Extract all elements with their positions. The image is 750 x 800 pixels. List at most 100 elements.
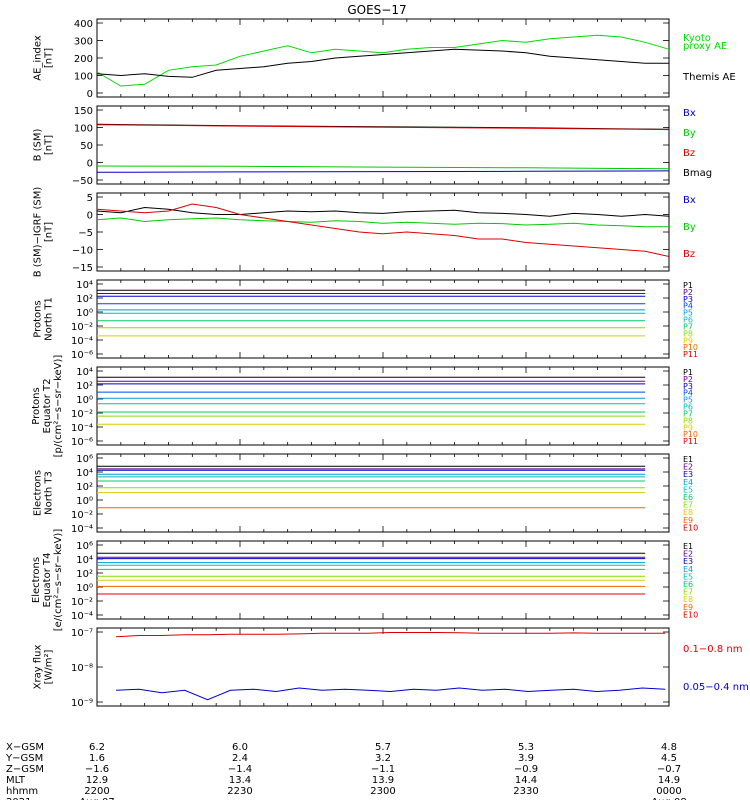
legend-entry: P2 <box>683 375 693 384</box>
y-axis-label: [nT] <box>44 135 55 155</box>
legend-entry: P1 <box>683 281 693 290</box>
legend-entry: P5 <box>683 396 693 405</box>
y-tick-label: 10⁻⁷ <box>71 628 93 639</box>
legend-entry: Bx <box>683 195 696 206</box>
y-tick-label: 10⁻⁸ <box>71 663 93 674</box>
legend-entry: proxy AE <box>683 41 727 52</box>
y-tick-label: 5 <box>87 193 93 204</box>
legend-entry: By <box>683 222 696 233</box>
y-tick-label: −50 <box>72 176 93 187</box>
legend-entry: E2 <box>683 463 693 472</box>
legend-entry: P11 <box>683 437 698 446</box>
footer-value: 13.4 <box>229 775 251 786</box>
y-tick-label: 10⁰ <box>76 583 93 594</box>
footer-value: 6.0 <box>232 742 248 753</box>
footer-value: 14.9 <box>658 775 680 786</box>
data-series <box>96 34 670 701</box>
y-tick-label: 10⁻⁶ <box>71 437 93 448</box>
series-kyoto-proxy-ae <box>96 34 670 87</box>
footer-row-label: Z−GSM <box>6 764 44 775</box>
y-axis-label: Protons <box>33 300 44 337</box>
footer-value: 4.5 <box>661 753 677 764</box>
y-axis-label: Equator T4 <box>42 553 53 608</box>
series-by <box>96 165 670 170</box>
footer-value: 2330 <box>513 786 538 797</box>
series-xray-short <box>116 687 666 701</box>
legend-entry: P9 <box>683 336 693 345</box>
y-tick-label: 10⁰ <box>76 308 93 319</box>
plot-title: GOES−17 <box>347 3 406 17</box>
y-tick-label: 10⁴ <box>76 367 93 378</box>
legend-entry: P8 <box>683 329 693 338</box>
y-axis-label: B (SM)−IGRF (SM) <box>33 187 44 278</box>
legend-entry: P4 <box>683 302 693 311</box>
y-axis-label: [nT] <box>44 222 55 242</box>
y-tick-label: 300 <box>74 37 93 48</box>
legend-entry: E7 <box>683 501 693 510</box>
footer-value: 3.2 <box>375 753 391 764</box>
y-tick-label: 0 <box>87 89 93 100</box>
y-tick-label: 0 <box>87 211 93 222</box>
y-tick-label: 10² <box>76 482 93 493</box>
legend-entry: E10 <box>683 610 698 619</box>
legend-entry: P6 <box>683 316 693 325</box>
y-tick-label: 10⁻² <box>71 409 93 420</box>
panel-pnorth: 10⁴ 10² 10⁰ 10⁻² 10⁻⁴ 10⁻⁶ Protons North T1 P1P2… <box>33 279 698 361</box>
y-axis-label: [p/(cm²−s−sr−keV)] <box>53 355 64 458</box>
panel-xray: 10⁻⁷ 10⁻⁸ 10⁻⁹ Xray flux [W/m²] 0.1−0.8 nm 0.0… <box>33 627 749 709</box>
legend-entry: Kyoto <box>683 33 711 44</box>
legend-entry: E6 <box>683 493 693 502</box>
footer-value: 12.9 <box>86 775 108 786</box>
legend-entry: P10 <box>683 343 698 352</box>
y-tick-label: 10⁰ <box>76 395 93 406</box>
y-tick-label: 0 <box>87 159 93 170</box>
footer-value: 0000 <box>656 786 681 797</box>
footer-value: 2200 <box>84 786 109 797</box>
y-tick-label: 10⁻² <box>71 597 93 608</box>
y-tick-label: 200 <box>74 54 93 65</box>
y-axis-label: [e/(cm²−s−sr−keV)] <box>53 529 64 632</box>
legend-entry: P8 <box>683 416 693 425</box>
y-tick-label: 50 <box>80 141 93 152</box>
legend-entry: E5 <box>683 572 693 581</box>
footer-value: 2.4 <box>232 753 248 764</box>
y-tick-label: 150 <box>74 106 93 117</box>
y-axis-label: [nT] <box>44 48 55 68</box>
footer-value: Aug 07 <box>79 797 114 800</box>
footer-row-label: hhmm <box>6 786 38 797</box>
footer-value: 4.8 <box>661 742 677 753</box>
footer-value: Aug 08 <box>651 797 686 800</box>
y-tick-label: 10⁻⁴ <box>71 336 93 347</box>
series-by <box>96 217 669 228</box>
legend-entry: P9 <box>683 423 693 432</box>
footer-value: 14.4 <box>515 775 537 786</box>
footer-value: 5.7 <box>375 742 391 753</box>
legend-entry: By <box>683 128 696 139</box>
legend-entry: P3 <box>683 295 693 304</box>
panel-frame <box>96 366 670 446</box>
y-axis-label: AE_index <box>33 35 44 81</box>
y-axis-label: North T3 <box>44 471 55 515</box>
y-axis-label: Xray flux <box>33 645 44 690</box>
y-tick-label: 10² <box>76 294 93 305</box>
footer-value: 1.6 <box>89 753 105 764</box>
y-tick-label: 10⁴ <box>76 555 93 566</box>
y-tick-label: 10² <box>76 569 93 580</box>
y-axis-label: Electrons <box>31 557 42 603</box>
legend-entry: P11 <box>683 350 698 359</box>
y-axis-label: [W/m²] <box>44 649 55 684</box>
legend-entry: E10 <box>683 523 698 532</box>
legend-entry: E6 <box>683 580 693 589</box>
footer-value: −0.7 <box>657 764 681 775</box>
footer-value: 13.9 <box>372 775 394 786</box>
y-axis-label: North T1 <box>44 297 55 341</box>
legend-entry: P6 <box>683 403 693 412</box>
y-tick-label: 10⁻⁹ <box>71 698 93 709</box>
legend-entry: P2 <box>683 288 693 297</box>
footer-value: 3.9 <box>518 753 534 764</box>
series-bx <box>96 206 670 217</box>
panel-frame <box>96 627 670 707</box>
y-tick-label: 400 <box>74 19 93 30</box>
footer-row-label: X−GSM <box>6 742 44 753</box>
footer-row-label: Y−GSM <box>5 753 43 764</box>
